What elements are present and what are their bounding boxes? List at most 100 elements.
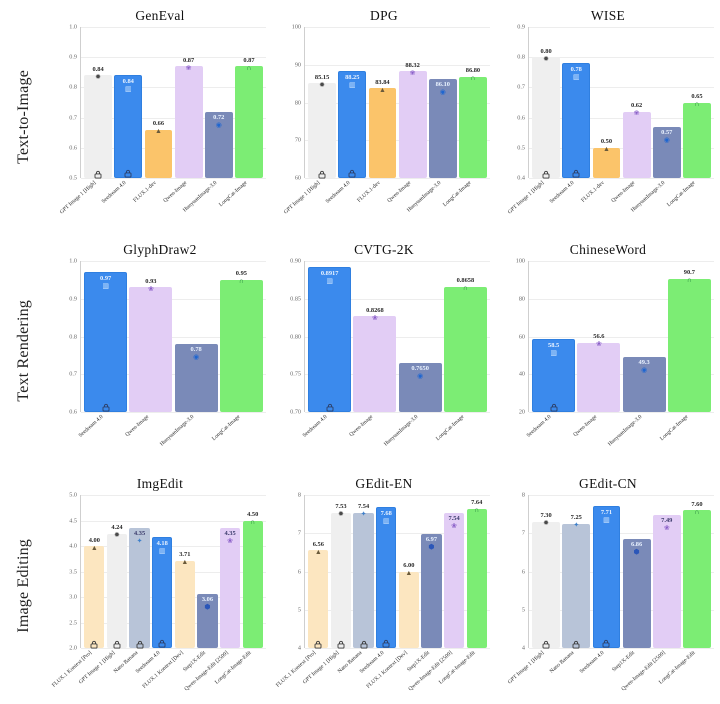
x-axis-tick: GPT Image 1 [High] [59, 178, 111, 234]
bar[interactable]: 7.30 ✹ [532, 512, 560, 649]
bar[interactable]: 7.54 ❀ [443, 512, 465, 648]
plot-area: 0.4 0.5 0.6 0.7 0.8 0.9 0.80 ✹ 0.78 ▥ 0.50 ▲ 0.62 ❀ 0.… [502, 24, 714, 182]
bar[interactable]: 6.97 ⬢ [421, 534, 442, 648]
x-axis-tick: FLUX.1 Kontext [Dev] [141, 648, 194, 704]
y-axis-tick: 8 [297, 491, 301, 499]
bar[interactable]: 7.60 ∩ [683, 501, 711, 648]
gridline [305, 412, 490, 413]
longcat-logo-icon: ∩ [470, 74, 476, 83]
bar[interactable]: 0.80 ✹ [532, 48, 560, 179]
bar-column: 3.71 ▲ [174, 495, 195, 648]
bar[interactable]: 85.15 ✹ [308, 74, 336, 179]
bar[interactable]: 7.68 ▥ [376, 507, 397, 648]
bar[interactable]: 0.8268 ❀ [353, 307, 397, 412]
bar[interactable]: 0.95 ∩ [219, 270, 263, 412]
bar[interactable]: 7.25 ✦ [562, 514, 591, 649]
bar[interactable]: 0.62 ❀ [622, 102, 651, 178]
bar[interactable]: 4.35 ✦ [129, 528, 150, 649]
bar[interactable]: 4.00 ▲ [84, 537, 105, 649]
bar[interactable]: 0.87 ❀ [174, 57, 203, 178]
bar[interactable]: 0.97 ▥ [84, 272, 128, 412]
bar-value-label: 7.53 [335, 503, 347, 511]
y-axis-tick: 0.8 [69, 333, 77, 340]
chart-panel-gedit-en: GEdit-EN 4 5 6 7 8 6.56 ▲ 7.53 ✹ 7.54 ✦ 7.68 ▥ 6.00 ▲ 6.… [272, 468, 496, 704]
bar[interactable]: 58.5 ▥ [532, 339, 576, 412]
bar-value-label: 85.15 [314, 73, 330, 81]
bar-column: 4.24 ✹ [106, 495, 128, 649]
gridline [529, 609, 714, 611]
y-axis-tick: 70 [294, 136, 301, 144]
gridline [81, 648, 266, 649]
gridline [305, 140, 490, 142]
seedream-logo-icon: ▥ [550, 349, 557, 358]
bar[interactable]: 56.6 ❀ [577, 333, 621, 412]
bar[interactable]: 6.56 ▲ [308, 541, 329, 649]
chart-panel-cvtg2k: CVTG-2K 0.70 0.75 0.80 0.85 0.90 0.8917 ▥ 0.8268… [272, 234, 496, 468]
flux-logo-icon: ▲ [181, 558, 189, 567]
bar[interactable]: 3.06 ⬢ [197, 593, 218, 648]
bar[interactable]: 6.00 ▲ [398, 562, 419, 648]
bar[interactable]: 0.87 ∩ [235, 57, 263, 178]
bar[interactable]: 83.84 ▲ [368, 79, 397, 178]
bar[interactable]: 88.25 ▥ [338, 71, 367, 178]
bar[interactable]: 0.7650 ◉ [398, 362, 442, 412]
bar-group: 0.97 ▥ 0.93 ❀ 0.78 ◉ 0.95 ∩ [81, 261, 266, 412]
bar[interactable]: 0.65 ∩ [683, 93, 711, 178]
bar[interactable]: 3.71 ▲ [174, 551, 195, 648]
y-axis-tick: 1.0 [69, 23, 77, 31]
bar[interactable]: 0.8658 ∩ [443, 277, 487, 412]
bar-value-label: 4.50 [247, 511, 259, 518]
bar[interactable]: 4.18 ▥ [152, 536, 173, 648]
bar[interactable]: 0.78 ◉ [174, 344, 218, 412]
bar[interactable]: 88.32 ❀ [398, 62, 427, 178]
bar[interactable]: 90.7 ∩ [667, 269, 711, 412]
bar[interactable]: 7.64 ∩ [466, 499, 487, 648]
seedream-logo-icon: ▥ [603, 516, 610, 525]
bar-column: 3.06 ⬢ [197, 495, 218, 648]
bar[interactable]: 49.3 ◉ [622, 356, 666, 412]
gridline [305, 609, 490, 611]
gridline [81, 147, 266, 149]
gridline [81, 597, 266, 598]
bar-group: 7.30 ✹ 7.25 ✦ 7.71 ▥ 6.86 ⬢ 7.49 ❀ 7.60 ∩ [529, 495, 714, 649]
bar-value-label: 90.7 [683, 269, 695, 277]
y-axis-tick: 4.5 [69, 517, 77, 524]
bar[interactable]: 0.78 ▥ [562, 63, 591, 178]
bar[interactable]: 7.49 ❀ [652, 514, 681, 648]
bar[interactable]: 0.84 ✹ [84, 66, 112, 179]
bar[interactable]: 4.24 ✹ [106, 524, 128, 649]
bar-column: 7.30 ✹ [532, 495, 560, 649]
y-axis-tick: 0.9 [69, 295, 77, 303]
gridline [81, 117, 266, 119]
y-axis: 20 40 60 80 100 [502, 258, 528, 416]
bar-column: 4.18 ▥ [152, 495, 173, 648]
y-axis-tick: 100 [291, 23, 301, 31]
bar[interactable]: 7.53 ✹ [330, 503, 352, 649]
bar[interactable]: 0.72 ◉ [204, 111, 233, 178]
y-axis-tick: 80 [294, 99, 301, 106]
gridline [81, 374, 266, 376]
bar[interactable]: 0.57 ◉ [652, 126, 681, 178]
gpt-logo-icon: ✹ [543, 54, 550, 63]
bar[interactable]: 86.10 ◉ [428, 79, 457, 178]
bar[interactable]: 4.50 ∩ [242, 511, 263, 648]
bar[interactable]: 0.93 ❀ [129, 278, 173, 412]
bar[interactable]: 0.50 ▲ [592, 138, 621, 178]
lock-icon [549, 399, 558, 412]
lock-icon [542, 636, 551, 649]
bar[interactable]: 86.80 ∩ [459, 67, 487, 178]
bar-column: 0.72 ◉ [204, 27, 233, 178]
x-axis-tick-label: Seedream 4.0 [526, 414, 553, 439]
bar-value-label: 0.57 [661, 128, 673, 136]
bar[interactable]: 6.86 ⬢ [622, 538, 651, 648]
bar[interactable]: 4.35 ❀ [219, 528, 241, 648]
flux-logo-icon: ▲ [378, 85, 386, 94]
bar[interactable]: 0.66 ▲ [144, 120, 173, 178]
bar[interactable]: 7.54 ✦ [353, 503, 374, 649]
bar-value-label: 7.49 [661, 516, 673, 524]
y-axis-tick: 3.0 [69, 593, 77, 601]
bar[interactable]: 0.84 ▥ [114, 75, 143, 178]
bar[interactable]: 0.8917 ▥ [308, 267, 352, 412]
lock-icon [90, 636, 99, 649]
bar[interactable]: 7.71 ▥ [592, 506, 621, 648]
